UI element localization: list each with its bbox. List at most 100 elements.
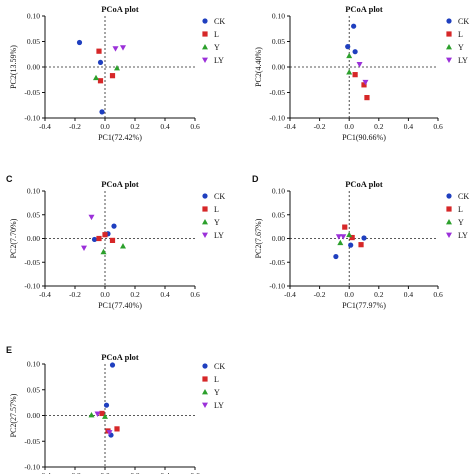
chart-title: PCoA plot bbox=[101, 4, 139, 14]
x-tick-label: 0.0 bbox=[100, 471, 110, 474]
legend-label-l: L bbox=[458, 205, 463, 214]
data-point-y bbox=[100, 248, 107, 255]
data-point-y bbox=[88, 411, 95, 418]
legend-label-ck: CK bbox=[214, 362, 225, 371]
x-tick-label: 0.2 bbox=[130, 471, 140, 474]
data-point-ly bbox=[88, 214, 95, 221]
legend-label-ly: LY bbox=[458, 56, 468, 65]
y-tick-label: -0.05 bbox=[24, 258, 40, 267]
data-point-l bbox=[109, 237, 116, 243]
x-tick-label: -0.4 bbox=[284, 122, 296, 131]
y-tick-label: 0.05 bbox=[272, 37, 285, 46]
data-point-ly bbox=[356, 62, 363, 68]
y-tick-label: -0.05 bbox=[269, 88, 285, 97]
data-point-ck bbox=[97, 59, 104, 66]
legend-label-y: Y bbox=[214, 43, 220, 52]
x-tick-label: -0.2 bbox=[314, 290, 326, 299]
x-tick-label: 0.4 bbox=[160, 471, 170, 474]
x-tick-label: 0.4 bbox=[160, 122, 170, 131]
data-point-y bbox=[93, 74, 99, 81]
x-tick-label: 0.2 bbox=[374, 290, 384, 299]
y-tick-label: 0.10 bbox=[272, 12, 285, 21]
legend-marker-l bbox=[202, 31, 208, 37]
data-point-ly bbox=[94, 411, 101, 417]
legend-marker-y bbox=[446, 44, 452, 50]
legend-label-l: L bbox=[214, 30, 219, 39]
y-tick-label: -0.10 bbox=[269, 282, 285, 291]
x-tick-label: -0.2 bbox=[314, 122, 326, 131]
y-tick-label: -0.10 bbox=[24, 114, 40, 123]
x-tick-label: -0.2 bbox=[69, 471, 81, 474]
legend-marker-y bbox=[446, 219, 452, 225]
legend-marker-ly bbox=[202, 402, 208, 408]
y-tick-label: 0.10 bbox=[27, 187, 40, 196]
y-axis-label: PC2(7.67%) bbox=[254, 218, 263, 258]
y-tick-label: -0.05 bbox=[24, 437, 40, 446]
data-point-ly bbox=[81, 245, 87, 251]
x-tick-label: 0.0 bbox=[100, 290, 110, 299]
legend-label-l: L bbox=[214, 375, 219, 384]
y-tick-label: 0.05 bbox=[27, 385, 40, 394]
y-tick-label: -0.10 bbox=[24, 463, 40, 472]
legend-marker-ly bbox=[446, 232, 452, 238]
y-tick-label: 0.10 bbox=[272, 187, 285, 196]
legend-marker-ly bbox=[446, 57, 452, 63]
x-tick-label: 0.6 bbox=[190, 122, 200, 131]
y-tick-label: 0.00 bbox=[27, 63, 40, 72]
x-tick-label: 0.2 bbox=[130, 290, 140, 299]
legend-marker-ck bbox=[446, 18, 452, 24]
legend-label-y: Y bbox=[458, 43, 464, 52]
data-point-ly bbox=[112, 46, 119, 52]
data-point-ck bbox=[345, 44, 351, 50]
data-point-l bbox=[361, 82, 367, 88]
legend-marker-l bbox=[202, 206, 208, 212]
y-tick-label: 0.05 bbox=[27, 210, 40, 219]
chart-title: PCoA plot bbox=[101, 352, 139, 362]
data-point-y bbox=[346, 231, 353, 238]
pcoa-panel-a: PCoA plot -0.4 -0.2 0.0 0.2 0.4 0.6 -0.10 -0.05 0… bbox=[9, 4, 225, 142]
data-point-ck bbox=[333, 253, 339, 260]
data-point-ly bbox=[120, 45, 126, 51]
x-tick-label: 0.6 bbox=[190, 290, 200, 299]
y-tick-label: -0.05 bbox=[269, 258, 285, 267]
data-point-y bbox=[346, 69, 353, 75]
x-tick-label: -0.4 bbox=[39, 290, 51, 299]
legend-marker-l bbox=[446, 206, 452, 212]
y-tick-label: 0.00 bbox=[272, 234, 285, 243]
data-point-l bbox=[358, 242, 364, 248]
x-axis-label: PC1(77.40%) bbox=[98, 301, 142, 310]
panel-letter: E bbox=[6, 345, 12, 355]
data-point-y bbox=[120, 243, 126, 249]
data-point-ck bbox=[348, 242, 354, 248]
y-axis-label: PC2(27.57%) bbox=[9, 393, 18, 437]
legend-label-ly: LY bbox=[458, 231, 468, 240]
legend-marker-ck bbox=[446, 193, 452, 199]
x-tick-label: 0.2 bbox=[130, 122, 140, 131]
y-tick-label: 0.10 bbox=[27, 360, 40, 369]
chart-title: PCoA plot bbox=[345, 179, 383, 189]
y-tick-label: 0.00 bbox=[27, 234, 40, 243]
x-axis-label: PC1(72.42%) bbox=[98, 133, 142, 142]
x-tick-label: 0.0 bbox=[100, 122, 110, 131]
panel-letter: D bbox=[252, 174, 259, 184]
x-tick-label: -0.2 bbox=[69, 122, 81, 131]
data-point-ck bbox=[99, 109, 105, 115]
legend-marker-ck bbox=[202, 18, 208, 24]
data-point-ck bbox=[111, 223, 117, 229]
legend-marker-l bbox=[202, 376, 208, 382]
x-tick-label: 0.4 bbox=[404, 122, 414, 131]
data-point-y bbox=[337, 239, 344, 246]
panel-letter: C bbox=[6, 174, 13, 184]
legend-label-y: Y bbox=[214, 388, 220, 397]
pcoa-panel-b: PCoA plot -0.4 -0.2 0.0 0.2 0.4 0.6 -0.10 -0.05 0… bbox=[254, 4, 469, 142]
legend-marker-ck bbox=[202, 363, 208, 369]
data-point-ly bbox=[106, 430, 113, 436]
y-tick-label: -0.10 bbox=[269, 114, 285, 123]
legend-marker-y bbox=[202, 219, 208, 225]
x-tick-label: 0.0 bbox=[345, 290, 355, 299]
y-tick-label: 0.00 bbox=[272, 63, 285, 72]
x-tick-label: -0.4 bbox=[39, 471, 51, 474]
y-axis-label: PC2(7.70%) bbox=[9, 218, 18, 258]
legend-marker-ck bbox=[202, 193, 208, 199]
